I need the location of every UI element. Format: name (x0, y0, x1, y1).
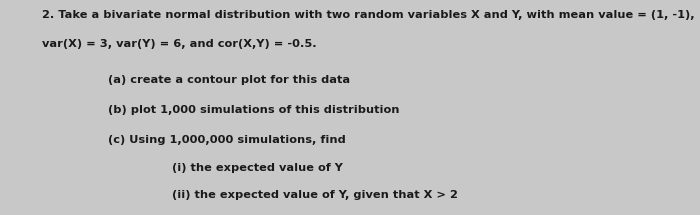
Text: (i) the expected value of Y: (i) the expected value of Y (172, 163, 342, 174)
Text: (a) create a contour plot for this data: (a) create a contour plot for this data (108, 75, 351, 85)
Text: (b) plot 1,000 simulations of this distribution: (b) plot 1,000 simulations of this distr… (108, 105, 400, 115)
Text: (c) Using 1,000,000 simulations, find: (c) Using 1,000,000 simulations, find (108, 135, 346, 146)
Text: var(X) = 3, var(Y) = 6, and cor(X,Y) = -0.5.: var(X) = 3, var(Y) = 6, and cor(X,Y) = -… (42, 39, 316, 49)
Text: (ii) the expected value of Y, given that X > 2: (ii) the expected value of Y, given that… (172, 190, 457, 200)
Text: 2. Take a bivariate normal distribution with two random variables X and Y, with : 2. Take a bivariate normal distribution … (42, 10, 694, 20)
